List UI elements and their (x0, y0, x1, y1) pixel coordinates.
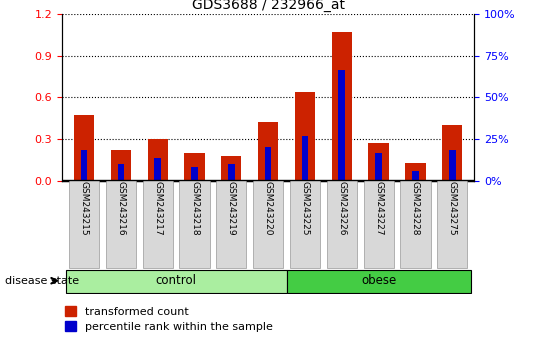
Text: obese: obese (361, 274, 396, 287)
Bar (118, 164, 124, 181)
Bar (375, 153, 382, 181)
FancyBboxPatch shape (400, 180, 431, 268)
FancyBboxPatch shape (327, 180, 357, 268)
FancyBboxPatch shape (253, 180, 284, 268)
Bar (369, 143, 389, 181)
Text: GSM243218: GSM243218 (190, 182, 199, 236)
Bar (302, 136, 308, 181)
FancyBboxPatch shape (363, 180, 393, 268)
Bar (148, 139, 168, 181)
Bar (74, 115, 94, 181)
FancyBboxPatch shape (143, 180, 173, 268)
Text: GSM243219: GSM243219 (227, 182, 236, 236)
Title: GDS3688 / 232966_at: GDS3688 / 232966_at (192, 0, 344, 12)
FancyBboxPatch shape (216, 180, 246, 268)
Text: GSM243220: GSM243220 (264, 182, 273, 236)
Text: GSM243217: GSM243217 (153, 182, 162, 236)
Text: GSM243227: GSM243227 (374, 182, 383, 236)
Bar (184, 153, 205, 181)
FancyBboxPatch shape (287, 270, 471, 292)
FancyBboxPatch shape (69, 180, 99, 268)
Text: control: control (156, 274, 197, 287)
Text: GSM243226: GSM243226 (337, 182, 346, 236)
Bar (221, 156, 241, 181)
Text: disease state: disease state (5, 276, 80, 286)
Bar (228, 164, 234, 181)
FancyBboxPatch shape (290, 180, 320, 268)
Bar (258, 122, 278, 181)
Legend: transformed count, percentile rank within the sample: transformed count, percentile rank withi… (65, 307, 273, 332)
Bar (338, 70, 345, 181)
FancyBboxPatch shape (437, 180, 467, 268)
Text: GSM243275: GSM243275 (448, 182, 457, 236)
Bar (412, 171, 419, 181)
Bar (191, 167, 198, 181)
FancyBboxPatch shape (106, 180, 136, 268)
Bar (449, 150, 455, 181)
Bar (111, 150, 131, 181)
Bar (154, 158, 161, 181)
FancyBboxPatch shape (66, 270, 287, 292)
Bar (331, 32, 352, 181)
Text: GSM243225: GSM243225 (300, 182, 309, 236)
Text: GSM243215: GSM243215 (80, 182, 88, 236)
Bar (265, 147, 272, 181)
Bar (295, 92, 315, 181)
Text: GSM243228: GSM243228 (411, 182, 420, 236)
Bar (442, 125, 462, 181)
Bar (405, 162, 425, 181)
Bar (81, 150, 87, 181)
FancyBboxPatch shape (179, 180, 210, 268)
Text: GSM243216: GSM243216 (116, 182, 126, 236)
